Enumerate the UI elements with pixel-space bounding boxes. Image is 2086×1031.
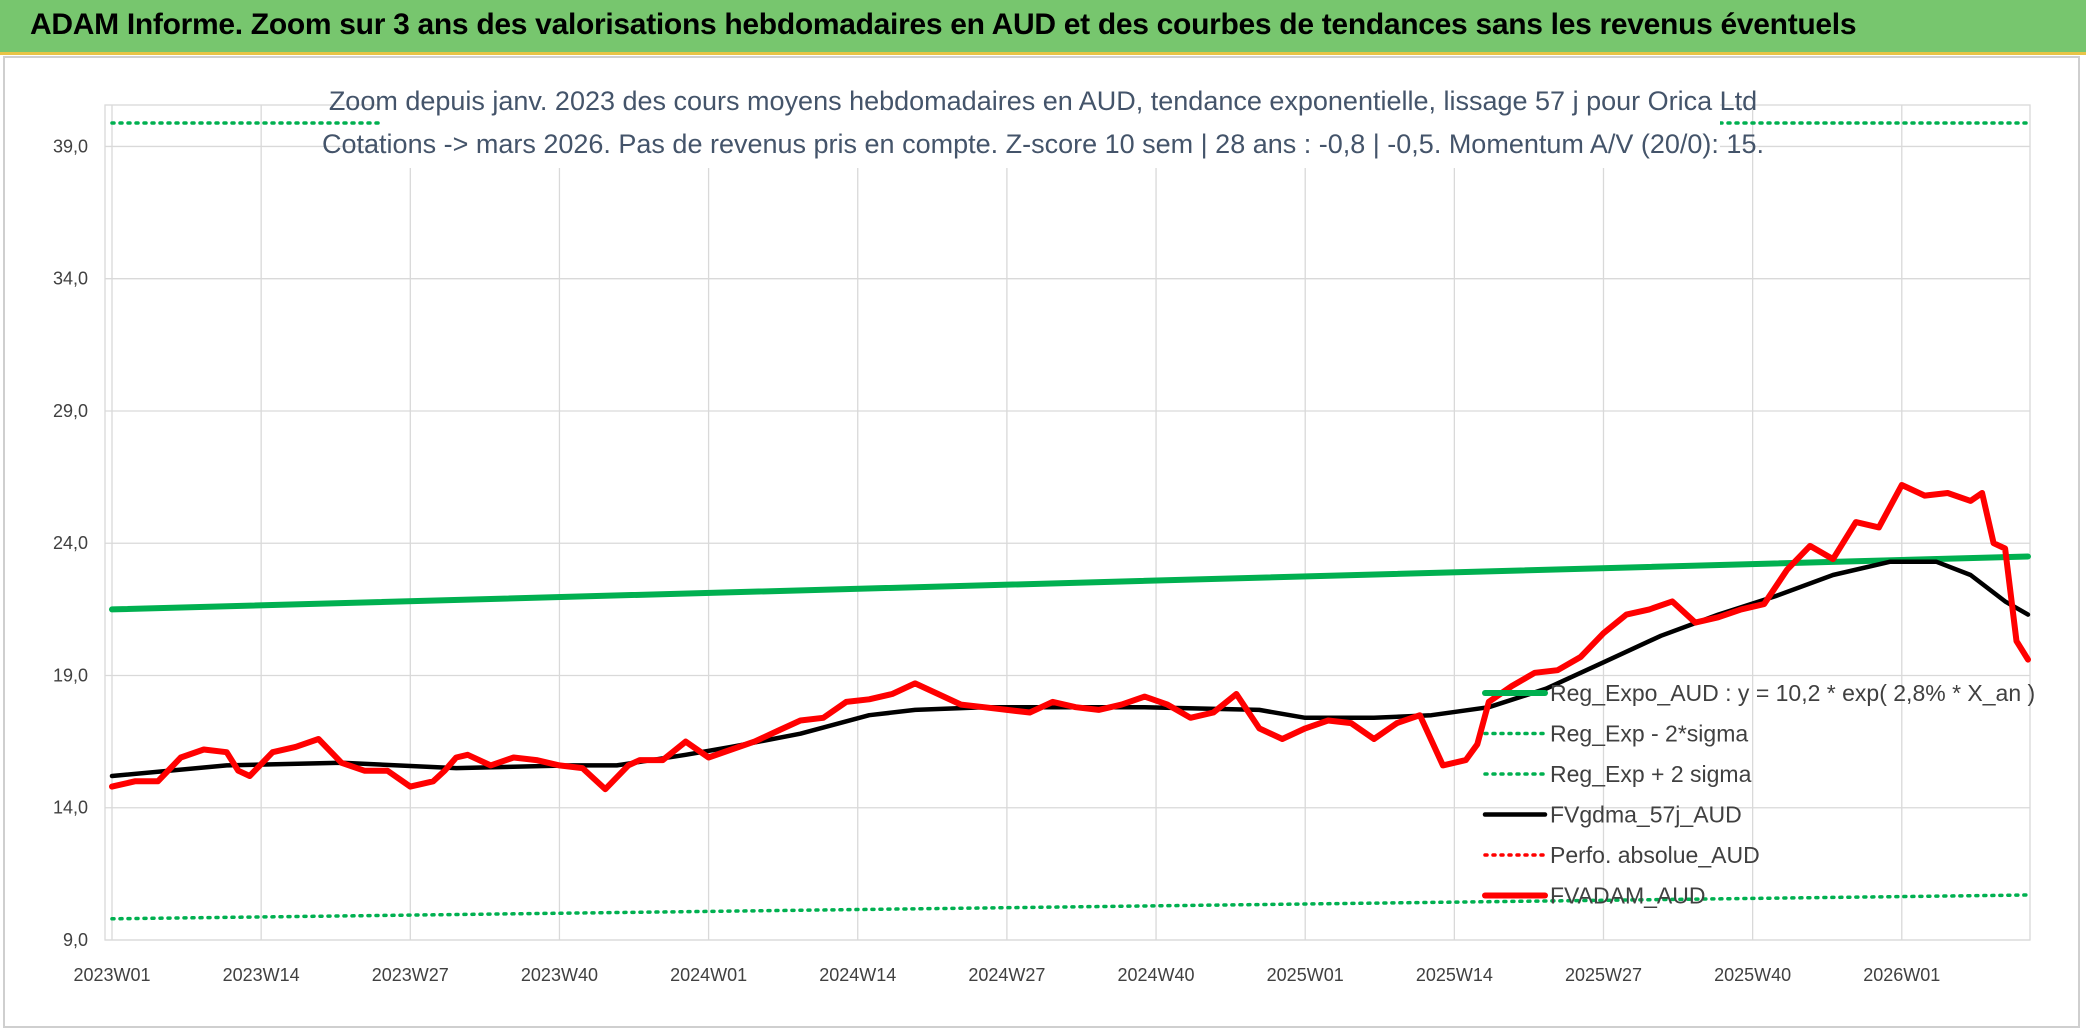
chart-subtitle: Cotations -> mars 2026. Pas de revenus p…	[322, 129, 1764, 159]
series-line-3	[109, 559, 2031, 779]
grid-layer	[104, 104, 2031, 941]
y-tick-label: 39,0	[53, 136, 88, 156]
series-line-1	[110, 893, 2030, 921]
x-tick-label: 2024W14	[819, 965, 896, 985]
title-background	[380, 80, 1720, 168]
x-tick-label: 2025W14	[1416, 965, 1493, 985]
legend-label-3: FVgdma_57j_AUD	[1550, 802, 1742, 828]
report-banner: ADAM Informe. Zoom sur 3 ans des valoris…	[0, 0, 2086, 55]
y-tick-label: 29,0	[53, 401, 88, 421]
chart-title: Zoom depuis janv. 2023 des cours moyens …	[329, 86, 1757, 116]
x-tick-label: 2023W40	[521, 965, 598, 985]
y-tick-label: 19,0	[53, 665, 88, 685]
legend-label-1: Reg_Exp - 2*sigma	[1550, 721, 1748, 747]
x-tick-label: 2024W40	[1118, 965, 1195, 985]
y-tick-label: 24,0	[53, 533, 88, 553]
report-title: ADAM Informe. Zoom sur 3 ans des valoris…	[30, 8, 1857, 41]
x-tick-label: 2024W27	[968, 965, 1045, 985]
series-line-0	[109, 553, 2031, 613]
legend-label-4: Perfo. absolue_AUD	[1550, 842, 1760, 868]
legend-label-2: Reg_Exp + 2 sigma	[1550, 761, 1752, 787]
legend: Reg_Expo_AUD : y = 10,2 * exp( 2,8% * X_…	[1482, 680, 2035, 909]
axis-layer: 9,0 14,0 19,0 24,0 29,0 34,0 39,0 2023W01 2023W1…	[53, 136, 1940, 985]
x-tick-label: 2025W01	[1267, 965, 1344, 985]
x-tick-label: 2024W01	[670, 965, 747, 985]
y-tick-label: 9,0	[63, 930, 88, 950]
series-layer	[109, 121, 2031, 921]
x-tick-label: 2023W27	[372, 965, 449, 985]
legend-label-0: Reg_Expo_AUD : y = 10,2 * exp( 2,8% * X_…	[1550, 680, 2035, 706]
x-tick-label: 2023W01	[73, 965, 150, 985]
legend-label-5: FVADAM_AUD	[1550, 883, 1706, 909]
x-tick-label: 2023W14	[223, 965, 300, 985]
chart-frame	[3, 56, 2080, 1028]
title-layer: Zoom depuis janv. 2023 des cours moyens …	[322, 80, 1764, 168]
y-tick-label: 34,0	[53, 269, 88, 289]
y-tick-label: 14,0	[53, 798, 88, 818]
x-tick-label: 2025W27	[1565, 965, 1642, 985]
series-line-5	[109, 482, 2031, 793]
x-tick-label: 2026W01	[1863, 965, 1940, 985]
x-tick-label: 2025W40	[1714, 965, 1791, 985]
